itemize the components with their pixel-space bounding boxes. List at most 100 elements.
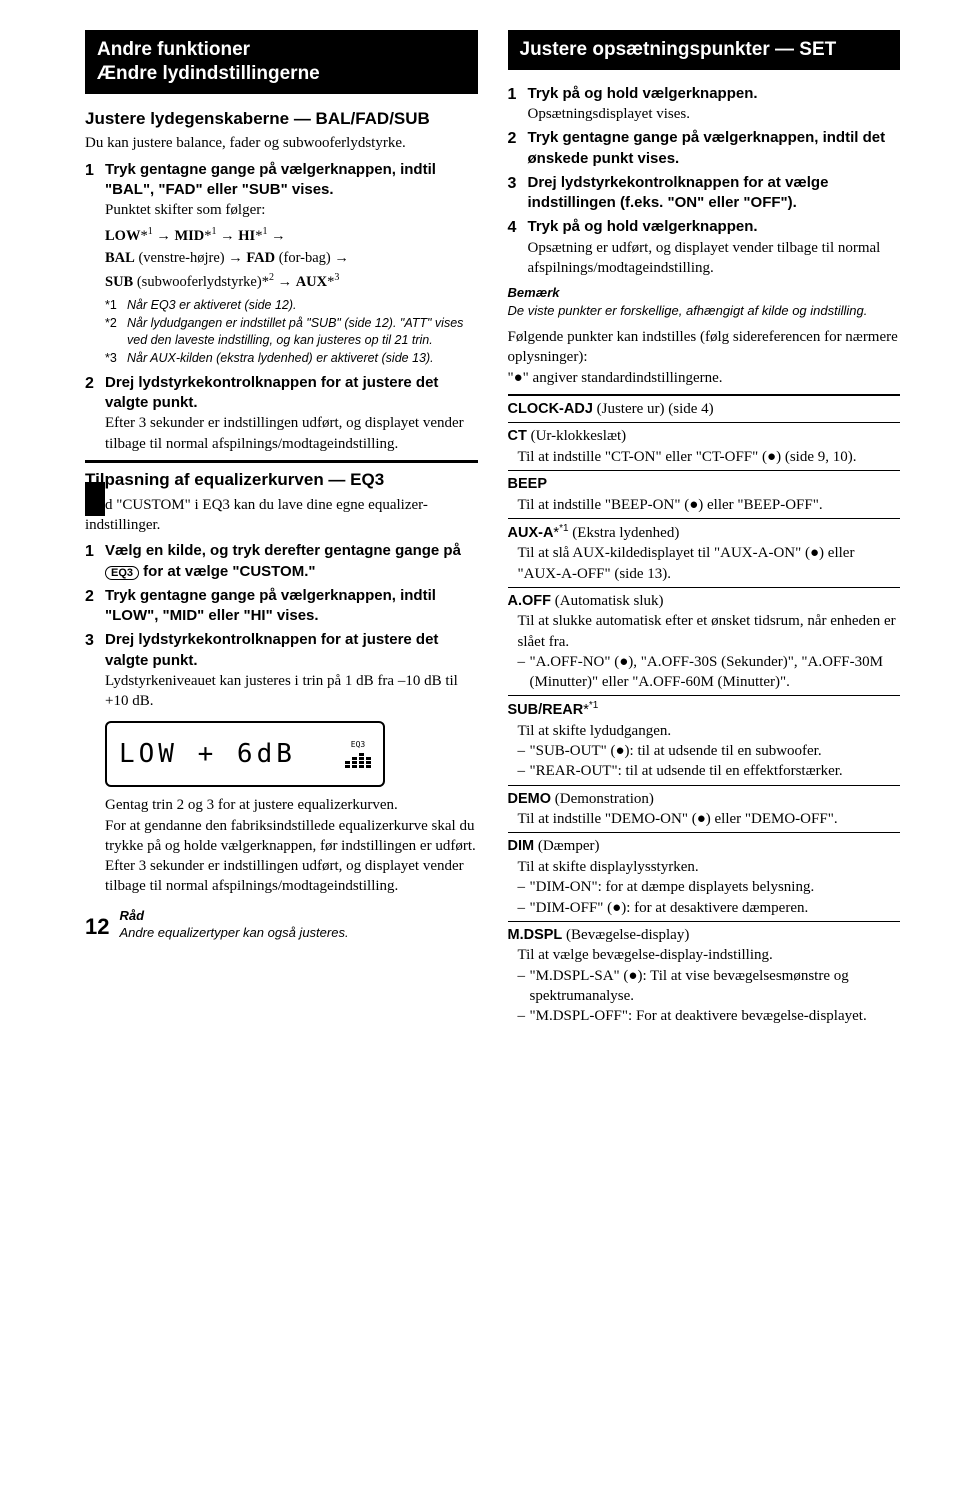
seq-bal-paren: (venstre-højre) <box>135 250 228 266</box>
setting-body: Til at indstille "BEEP-ON" (●) eller "BE… <box>518 495 901 515</box>
left-column: Andre funktioner Ændre lydindstillingern… <box>85 30 478 1029</box>
seq-sub-paren: (subwooferlydstyrke) <box>133 274 261 290</box>
setting-body: Til at skifte displaylysstyrken. <box>518 857 901 877</box>
seq-mid: MID <box>174 228 204 244</box>
page-number: 12 <box>85 912 109 942</box>
seq-aux: AUX <box>296 274 327 290</box>
section-intro: Med "CUSTOM" i EQ3 kan du lave dine egne… <box>85 495 478 536</box>
footnotes: *1Når EQ3 er aktiveret (side 12). *2Når … <box>105 297 478 367</box>
note-body: De viste punkter er forskellige, afhængi… <box>508 302 901 320</box>
section-title-eq3: Tilpasning af equalizerkurven — EQ3 <box>85 460 478 492</box>
setting-beep: BEEP Til at indstille "BEEP-ON" (●) elle… <box>508 470 901 518</box>
step-number: 2 <box>85 586 105 627</box>
step-text-bold: Drej lydstyrkekontrolknappen for at just… <box>105 631 438 668</box>
step-number: 2 <box>508 128 528 169</box>
seq-bal: BAL <box>105 250 135 266</box>
setting-sequence: LOW*1 → MID*1 → HI*1 → BAL (venstre-højr… <box>105 224 478 293</box>
section-intro: Du kan justere balance, fader og subwoof… <box>85 133 478 153</box>
step-text-plain: Lydstyrkeniveauet kan justeres i trin på… <box>105 673 458 709</box>
step-number: 1 <box>508 84 528 125</box>
setting-note: (Bevægelse-display) <box>562 927 689 943</box>
r-step-1: 1 Tryk på og hold vælgerknappen. Opsætnin… <box>508 84 901 125</box>
setting-sup: *1 <box>559 523 568 534</box>
step-text-plain: Opsætningsdisplayet vises. <box>528 106 691 122</box>
dash-text: "REAR-OUT": til at udsende til en effekt… <box>530 761 843 781</box>
seq-fad-paren: (for-bag) <box>275 250 334 266</box>
r-step-2: 2 Tryk gentagne gange på vælgerknappen, … <box>508 128 901 169</box>
tip-heading: Råd <box>119 907 477 925</box>
fn3-num: *3 <box>105 350 127 367</box>
setting-head: CLOCK-ADJ <box>508 401 593 417</box>
setting-body: Til at indstille "CT-ON" eller "CT-OFF" … <box>518 447 901 467</box>
step-number: 1 <box>85 541 105 582</box>
fn1-num: *1 <box>105 297 127 314</box>
setting-sub: SUB/REAR**1 Til at skifte lydudgangen. –… <box>508 695 901 784</box>
eq3-button-label: EQ3 <box>105 566 139 580</box>
step-1: 1 Tryk gentagne gange på vælgerknappen, … <box>85 160 478 221</box>
lcd-eq-icon: EQ3 <box>345 740 371 768</box>
dash-text: "M.DSPL-SA" (●): Til at vise bevægelsesm… <box>530 966 901 1007</box>
setting-body: Til at slå AUX-kildedisplayet til "AUX-A… <box>518 543 901 584</box>
setting-body: Til at slukke automatisk efter et ønsket… <box>518 611 901 652</box>
setting-head: A.OFF <box>508 593 552 609</box>
step-text-plain: Punktet skifter som følger: <box>105 202 265 218</box>
setting-note: (Ekstra lydenhed) <box>569 525 680 541</box>
setting-demo: DEMO (Demonstration) Til at indstille "D… <box>508 785 901 833</box>
settings-list: CLOCK-ADJ (Justere ur) (side 4) CT (Ur-k… <box>508 394 901 1029</box>
lcd-text: LOW + 6dB <box>119 737 296 772</box>
right-column: Justere opsætningspunkter — SET 1 Tryk p… <box>508 30 901 1029</box>
setting-aux: AUX-A**1 (Ekstra lydenhed) Til at slå AU… <box>508 518 901 587</box>
setting-mdspl: M.DSPL (Bevægelse-display) Til at vælge … <box>508 921 901 1030</box>
setting-head: SUB/REAR <box>508 702 584 718</box>
step-text-plain: Efter 3 sekunder er indstillingen udført… <box>105 415 464 451</box>
dash-text: "DIM-OFF" (●): for at desaktivere dæmper… <box>530 898 809 918</box>
seq-sub: SUB <box>105 274 133 290</box>
eq-step-1: 1 Vælg en kilde, og tryk derefter gentag… <box>85 541 478 582</box>
tip-body: Andre equalizertyper kan også justeres. <box>119 924 477 942</box>
seq-fad: FAD <box>246 250 275 266</box>
eq-step-2: 2 Tryk gentagne gange på vælgerknappen, … <box>85 586 478 627</box>
setting-head: AUX-A <box>508 525 554 541</box>
setting-note: (Demonstration) <box>551 791 654 807</box>
settings-intro: Følgende punkter kan indstilles (følg si… <box>508 327 901 388</box>
setting-head: DEMO <box>508 791 552 807</box>
step-number: 3 <box>508 173 528 214</box>
dash-text: "SUB-OUT" (●): til at udsende til en sub… <box>530 741 822 761</box>
step-text-b: for at vælge "CUSTOM." <box>139 563 315 580</box>
step-number: 4 <box>508 217 528 278</box>
step-number: 2 <box>85 373 105 454</box>
step-number: 1 <box>85 160 105 221</box>
step-2: 2 Drej lydstyrkekontrolknappen for at ju… <box>85 373 478 454</box>
note-heading: Bemærk <box>508 284 901 302</box>
step-number: 3 <box>85 630 105 711</box>
setting-clock: CLOCK-ADJ (Justere ur) (side 4) <box>508 396 901 423</box>
setting-sup: *1 <box>589 700 598 711</box>
setting-note: (Justere ur) (side 4) <box>593 401 714 417</box>
fn2-text: Når lydudgangen er indstillet på "SUB" (… <box>127 315 478 349</box>
setting-head: CT <box>508 428 527 444</box>
setting-aoff: A.OFF (Automatisk sluk) Til at slukke au… <box>508 587 901 696</box>
setting-head: M.DSPL <box>508 927 563 943</box>
setting-ct: CT (Ur-klokkeslæt) Til at indstille "CT-… <box>508 422 901 470</box>
setting-head: BEEP <box>508 476 548 492</box>
step-text-bold: Tryk gentagne gange på vælgerknappen, in… <box>528 129 886 166</box>
chapter-heading-box-right: Justere opsætningspunkter — SET <box>508 30 901 70</box>
seq-hi: HI <box>238 228 255 244</box>
seq-low: LOW <box>105 228 140 244</box>
chapter-heading-box: Andre funktioner Ændre lydindstillingern… <box>85 30 478 94</box>
step-text-a: Vælg en kilde, og tryk derefter gentagne… <box>105 542 461 559</box>
setting-body: Til at skifte lydudgangen. <box>518 721 901 741</box>
section-title-bal: Justere lydegenskaberne — BAL/FAD/SUB <box>85 108 478 131</box>
r-step-4: 4 Tryk på og hold vælgerknappen.Opsætnin… <box>508 217 901 278</box>
setting-note: (Automatisk sluk) <box>551 593 664 609</box>
fn3-text: Når AUX-kilden (ekstra lydenhed) er akti… <box>127 350 434 367</box>
setting-note: (Dæmper) <box>534 838 599 854</box>
lcd-display: LOW + 6dB EQ3 <box>105 721 385 787</box>
dash-text: "M.DSPL-OFF": For at deaktivere bevægels… <box>530 1006 867 1026</box>
fn2-num: *2 <box>105 315 127 349</box>
setting-dim: DIM (Dæmper) Til at skifte displaylyssty… <box>508 832 901 920</box>
step-text-bold: Tryk på og hold vælgerknappen. <box>528 218 758 235</box>
dash-text: "DIM-ON": for at dæmpe displayets belysn… <box>530 877 815 897</box>
step-text-bold: Tryk på og hold vælgerknappen. <box>528 85 758 102</box>
fn1-text: Når EQ3 er aktiveret (side 12). <box>127 297 297 314</box>
